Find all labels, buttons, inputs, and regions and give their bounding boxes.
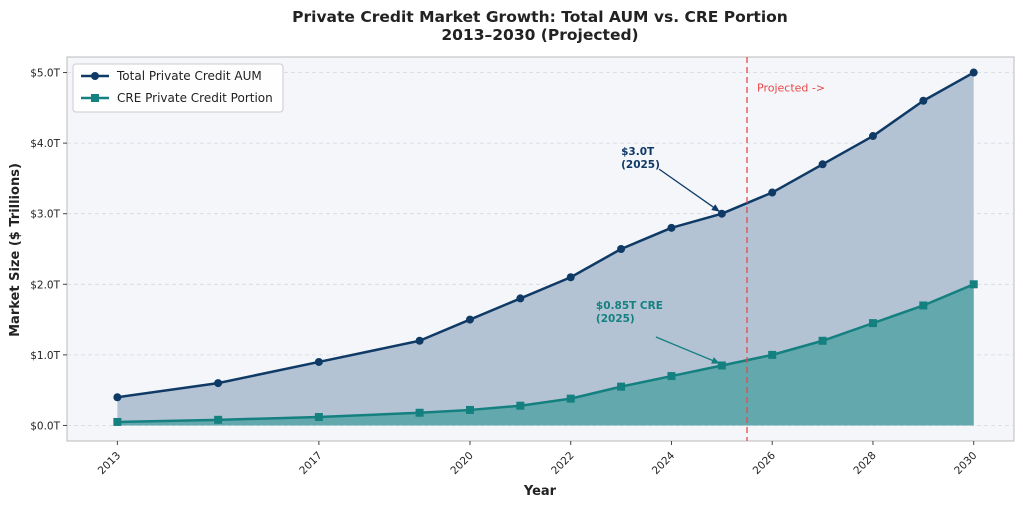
legend-marker <box>91 72 99 80</box>
x-tick-label: 2024 <box>650 449 678 477</box>
data-point <box>516 294 525 303</box>
x-tick-label: 2020 <box>448 450 475 477</box>
data-point <box>818 336 827 345</box>
y-tick-label: $2.0T <box>30 279 60 291</box>
chart-subtitle: 2013–2030 (Projected) <box>441 26 638 44</box>
legend-box <box>72 63 284 113</box>
x-tick-label: 2028 <box>851 450 878 477</box>
data-point <box>919 301 928 310</box>
series-area-2 <box>117 284 974 426</box>
x-axis-ticks: 2013 2017 2020 2022 2024 2026 2028 2030 <box>96 441 980 477</box>
annotation-text: (2025) <box>596 313 635 325</box>
legend-label: CRE Private Credit Portion <box>117 91 273 105</box>
chart-title: Private Credit Market Growth: Total AUM … <box>292 8 788 26</box>
x-tick-label: 2030 <box>952 450 979 477</box>
y-tick-label: $5.0T <box>30 68 60 80</box>
data-point <box>314 357 323 366</box>
x-axis-label: Year <box>523 484 557 499</box>
y-tick-label: $4.0T <box>30 138 60 150</box>
y-tick-label: $0.0T <box>30 420 60 432</box>
annotation-arrow <box>658 168 721 213</box>
y-tick-label: $1.0T <box>30 350 60 362</box>
data-point <box>818 160 827 169</box>
annotation-arrowhead <box>711 357 720 364</box>
data-point <box>768 350 777 359</box>
data-point <box>465 315 474 324</box>
data-point <box>969 280 978 289</box>
projection-label: Projected -> <box>757 82 825 95</box>
data-point <box>667 372 676 381</box>
series-area-1 <box>117 72 974 426</box>
data-point <box>214 415 223 424</box>
data-point <box>617 382 626 391</box>
data-point <box>516 401 525 410</box>
data-point <box>868 132 877 141</box>
x-tick-label: 2017 <box>297 450 324 477</box>
data-point <box>617 245 626 253</box>
area-fills <box>117 72 974 426</box>
y-axis-ticks: $0.0T $1.0T $2.0T $3.0T $4.0T $5.0T <box>30 68 67 432</box>
x-tick-label: 2026 <box>751 449 779 477</box>
legend: Total Private Credit AUM CRE Private Cred… <box>72 63 284 113</box>
x-tick-label: 2022 <box>549 450 576 477</box>
data-point <box>868 319 877 328</box>
x-tick-label: 2013 <box>96 450 123 477</box>
data-point <box>969 68 978 77</box>
annotations: $3.0T(2025)$0.85T CRE(2025) <box>596 146 721 365</box>
annotation-text: $0.85T CRE <box>596 300 663 312</box>
data-point <box>214 379 223 388</box>
annotation-arrow <box>655 336 721 365</box>
data-point <box>717 361 726 370</box>
data-point <box>415 336 424 345</box>
y-axis-label: Market Size ($ Trillions) <box>8 163 23 337</box>
data-point <box>566 273 575 282</box>
annotation-text: $3.0T <box>621 146 655 158</box>
data-point <box>667 223 676 232</box>
annotation-text: (2025) <box>621 159 660 171</box>
legend-marker <box>91 94 99 102</box>
data-point <box>113 417 122 426</box>
data-point <box>566 394 575 403</box>
data-point <box>113 393 122 402</box>
data-point <box>314 413 323 421</box>
legend-label: Total Private Credit AUM <box>116 69 262 83</box>
data-point <box>465 405 474 414</box>
annotation-arrowhead <box>711 204 720 212</box>
data-point <box>919 96 928 105</box>
y-tick-label: $3.0T <box>30 209 60 221</box>
data-point <box>768 188 777 197</box>
data-point <box>415 408 424 417</box>
